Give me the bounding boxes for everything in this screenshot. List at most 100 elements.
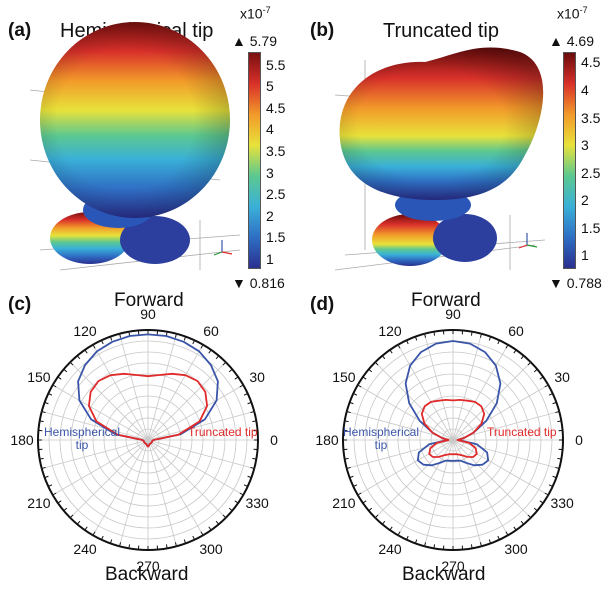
polar-spoke	[147, 344, 204, 441]
polar-tick	[128, 331, 131, 336]
polar-tick	[374, 514, 379, 519]
polar-spoke	[357, 439, 454, 496]
polar-tick	[353, 393, 358, 396]
polar-spoke	[397, 344, 454, 441]
polar-tick	[527, 361, 532, 366]
polar-tick	[357, 384, 362, 388]
colorbar-tick-label: 4.5	[581, 54, 601, 71]
angle-tick-label: 270	[441, 558, 465, 574]
polar-tick	[239, 492, 244, 496]
polar-tick	[557, 457, 562, 460]
angle-tick-label: 180	[315, 432, 339, 448]
colorbar-tick-label: 3.5	[266, 142, 286, 159]
colorbar-tick-label: 5.5	[266, 56, 286, 73]
polar-tick	[497, 340, 500, 345]
polar-spoke	[424, 439, 454, 547]
panel-label-d: (d)	[310, 294, 335, 315]
truncated-label-d: Truncated tip	[487, 425, 557, 439]
colorbar-min-a: ▼ 0.816	[232, 275, 285, 291]
polar-tick	[234, 376, 239, 380]
polar-spoke	[147, 439, 204, 536]
panel-a: (a) Hemispherical tip	[0, 0, 300, 291]
colorbar-tick-label: 4.5	[266, 99, 286, 116]
polar-tick	[406, 535, 409, 540]
polar-tick	[63, 368, 68, 373]
polar-tick	[239, 384, 244, 388]
polar-tick	[174, 542, 177, 547]
polar-tick	[192, 340, 195, 345]
angle-tick-label: 150	[332, 369, 356, 385]
polar-spoke	[452, 344, 509, 441]
polar-spoke	[357, 384, 454, 441]
polar-tick	[557, 420, 562, 423]
colorbar-max-a: ▲ 5.79	[232, 33, 277, 49]
polar-tick	[200, 344, 204, 349]
polar-spoke	[374, 439, 454, 519]
polar-tick	[520, 520, 525, 525]
polar-spoke	[147, 333, 177, 441]
polar-tick	[200, 531, 204, 536]
colorbar-tick-label: 2.5	[266, 186, 286, 203]
polar-tick	[208, 526, 212, 531]
series-line-truncated	[88, 372, 209, 448]
polar-tick	[479, 333, 482, 338]
angle-tick-label: 240	[73, 541, 97, 557]
polar-tick	[552, 475, 557, 479]
colorbar-tick-label: 2.5	[581, 164, 601, 181]
colorbar-b	[563, 52, 576, 269]
polar-tick	[174, 333, 177, 338]
polar-tick	[548, 484, 553, 487]
polar-tick	[208, 349, 212, 354]
polar-spoke	[119, 333, 149, 441]
polar-tick	[520, 355, 525, 360]
polar-tick	[368, 368, 373, 373]
polar-tick	[544, 384, 549, 388]
polar-tick	[544, 492, 549, 496]
series-line-truncated	[420, 399, 486, 458]
colorbar-min-b: ▼ 0.788	[549, 275, 602, 291]
truncated-label-c: Truncated tip	[188, 425, 258, 439]
angle-tick-label: 120	[73, 323, 97, 339]
polar-tick	[76, 355, 81, 360]
polar-spoke	[147, 411, 255, 441]
angle-tick-label: 270	[136, 558, 160, 574]
colorbar-tick-label: 4	[266, 121, 274, 138]
polar-plot-d: 0 30 60 90 120 150 180 210 240 270 300 330	[315, 306, 583, 574]
polar-tick	[63, 507, 68, 512]
polar-tick	[539, 500, 544, 504]
polar-tick	[183, 539, 187, 544]
polar-tick	[84, 349, 88, 354]
panel-label-b: (b)	[310, 20, 335, 41]
polar-tick	[479, 542, 482, 547]
colorbar-tick-label: 3	[581, 137, 589, 154]
polar-tick	[243, 484, 248, 487]
polar-tick	[552, 401, 557, 405]
polar-tick	[374, 361, 379, 366]
polar-tick	[69, 361, 74, 366]
polar-tick	[44, 401, 49, 405]
angle-tick-label: 330	[245, 495, 269, 511]
polar-tick	[344, 420, 349, 423]
polar-tick	[41, 411, 46, 414]
lower-lobe-right-a	[120, 216, 190, 264]
polar-tick	[192, 535, 195, 540]
polar-tick	[52, 384, 57, 388]
polar-tick	[470, 331, 473, 336]
polar-tick	[165, 331, 168, 336]
polar-tick	[414, 539, 418, 544]
polar-tick	[362, 500, 367, 504]
colorbar-tick-label: 3.5	[581, 109, 601, 126]
polar-tick	[101, 340, 104, 345]
colorbar-tick-label: 1.5	[266, 229, 286, 246]
polar-spoke	[92, 344, 149, 441]
polar-tick	[505, 531, 509, 536]
panel-title-b: Truncated tip	[383, 20, 499, 42]
polar-tick	[247, 401, 252, 405]
polar-tick	[222, 361, 227, 366]
panel-label-c: (c)	[8, 294, 32, 315]
colorbar-tick-label: 1.5	[581, 219, 601, 236]
angle-tick-label: 90	[445, 306, 461, 322]
angle-tick-label: 330	[550, 495, 574, 511]
axis-triad-a	[213, 240, 233, 256]
polar-tick	[433, 544, 436, 549]
